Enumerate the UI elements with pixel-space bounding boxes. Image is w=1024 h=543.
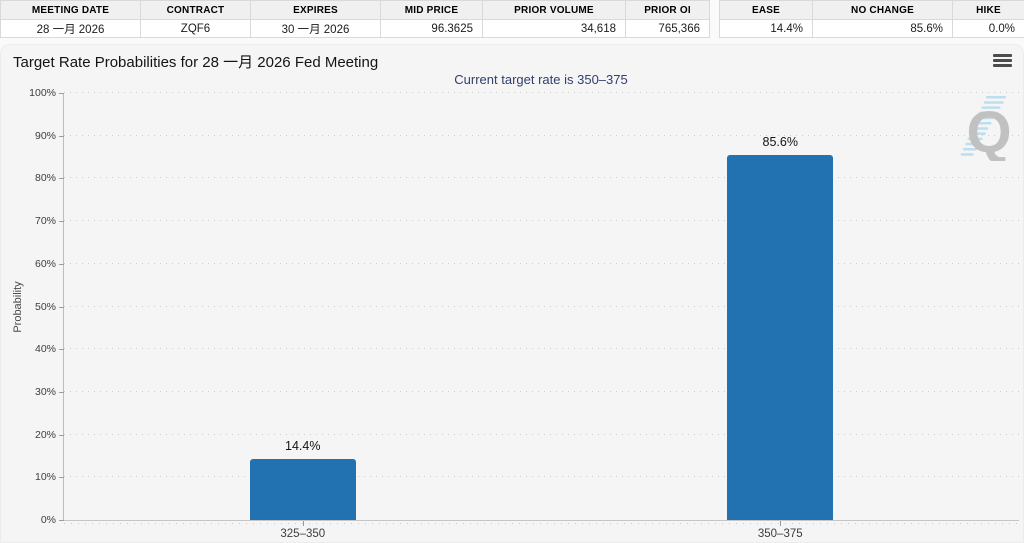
table-row: 14.4% 85.6% 0.0% <box>719 19 1024 38</box>
table-row: 28 一月 2026 ZQF6 30 一月 2026 96.3625 34,61… <box>0 19 710 38</box>
chart-panel: Target Rate Probabilities for 28 一月 2026… <box>0 44 1024 543</box>
x-category-label: 325–350 <box>280 528 326 540</box>
bar-value-label: 85.6% <box>762 134 798 149</box>
no-change-cell: 85.6% <box>812 19 953 38</box>
bar-value-label: 14.4% <box>285 438 321 453</box>
mid-price-cell: 96.3625 <box>380 19 483 38</box>
y-tick-label: 50% <box>34 300 56 313</box>
y-tick-label: 10% <box>34 471 56 484</box>
no-change-header: NO CHANGE <box>812 0 953 20</box>
y-tick-label: 80% <box>34 172 56 185</box>
chart-title: Target Rate Probabilities for 28 一月 2026… <box>13 54 379 71</box>
contract-cell: ZQF6 <box>140 19 251 38</box>
y-tick-label: 40% <box>34 343 56 356</box>
y-tick-mark <box>59 520 64 521</box>
gridline <box>64 134 1019 136</box>
x-tick-mark <box>302 521 304 526</box>
gridline <box>64 177 1019 179</box>
y-tick-mark <box>59 349 64 351</box>
contract-header: CONTRACT <box>140 0 251 20</box>
expires-header: EXPIRES <box>250 0 381 20</box>
menu-bar <box>993 54 1012 57</box>
gridline <box>64 305 1019 307</box>
table-header-row: EASE NO CHANGE HIKE <box>719 0 1024 20</box>
plot-area: Q 0% 10% 20% 30% 40% 50% 60% 70% 80% 90% 100% 14.4%… <box>29 87 1019 540</box>
mid-price-header: MID PRICE <box>380 0 483 20</box>
prior-volume-cell: 34,618 <box>482 19 626 38</box>
menu-bar <box>993 59 1012 62</box>
y-tick-mark <box>59 263 64 265</box>
rate-move-probability-table: EASE NO CHANGE HIKE 14.4% 85.6% 0.0% <box>719 0 1024 38</box>
y-tick-mark <box>59 221 64 223</box>
probability-bar[interactable] <box>727 154 834 520</box>
y-tick-mark <box>59 135 64 137</box>
probability-bar[interactable] <box>249 458 356 520</box>
ease-cell: 14.4% <box>719 19 813 38</box>
gridline <box>64 348 1019 350</box>
hike-cell: 0.0% <box>952 19 1024 38</box>
x-tick-mark <box>780 521 782 526</box>
gridline <box>64 92 1019 93</box>
gridline <box>64 262 1019 264</box>
chart-subtitle: Current target rate is 350–375 <box>454 72 628 87</box>
y-tick-mark <box>59 391 64 393</box>
hike-header: HIKE <box>952 0 1024 20</box>
y-tick-mark <box>59 178 64 180</box>
y-tick-mark <box>59 477 64 479</box>
y-tick-label: 0% <box>40 514 56 526</box>
gridline <box>64 476 1019 478</box>
hamburger-menu-icon[interactable] <box>993 54 1012 69</box>
y-tick-mark <box>59 93 64 94</box>
futures-summary-row: MEETING DATE CONTRACT EXPIRES MID PRICE … <box>0 0 1024 38</box>
prior-oi-header: PRIOR OI <box>625 0 710 20</box>
gridline <box>64 220 1019 222</box>
menu-bar <box>993 64 1012 67</box>
watermark-letter: Q <box>966 100 1011 161</box>
gridline <box>64 390 1019 392</box>
y-tick-mark <box>59 306 64 308</box>
y-tick-label: 20% <box>34 428 56 441</box>
y-tick-label: 100% <box>29 87 56 99</box>
x-category-label: 350–375 <box>757 528 803 540</box>
ease-header: EASE <box>719 0 813 20</box>
meeting-date-header: MEETING DATE <box>0 0 141 20</box>
contract-summary-table: MEETING DATE CONTRACT EXPIRES MID PRICE … <box>0 0 710 38</box>
y-tick-label: 60% <box>34 257 56 270</box>
prior-volume-header: PRIOR VOLUME <box>482 0 626 20</box>
table-header-row: MEETING DATE CONTRACT EXPIRES MID PRICE … <box>0 0 710 20</box>
gridline <box>64 433 1019 435</box>
y-tick-mark <box>59 434 64 436</box>
quikstrike-watermark-icon: Q <box>960 96 1012 161</box>
meeting-date-cell: 28 一月 2026 <box>0 19 141 38</box>
y-tick-label: 30% <box>34 385 56 398</box>
prior-oi-cell: 765,366 <box>625 19 710 38</box>
y-tick-label: 70% <box>34 215 56 228</box>
expires-cell: 30 一月 2026 <box>250 19 381 38</box>
y-tick-label: 90% <box>34 129 56 142</box>
